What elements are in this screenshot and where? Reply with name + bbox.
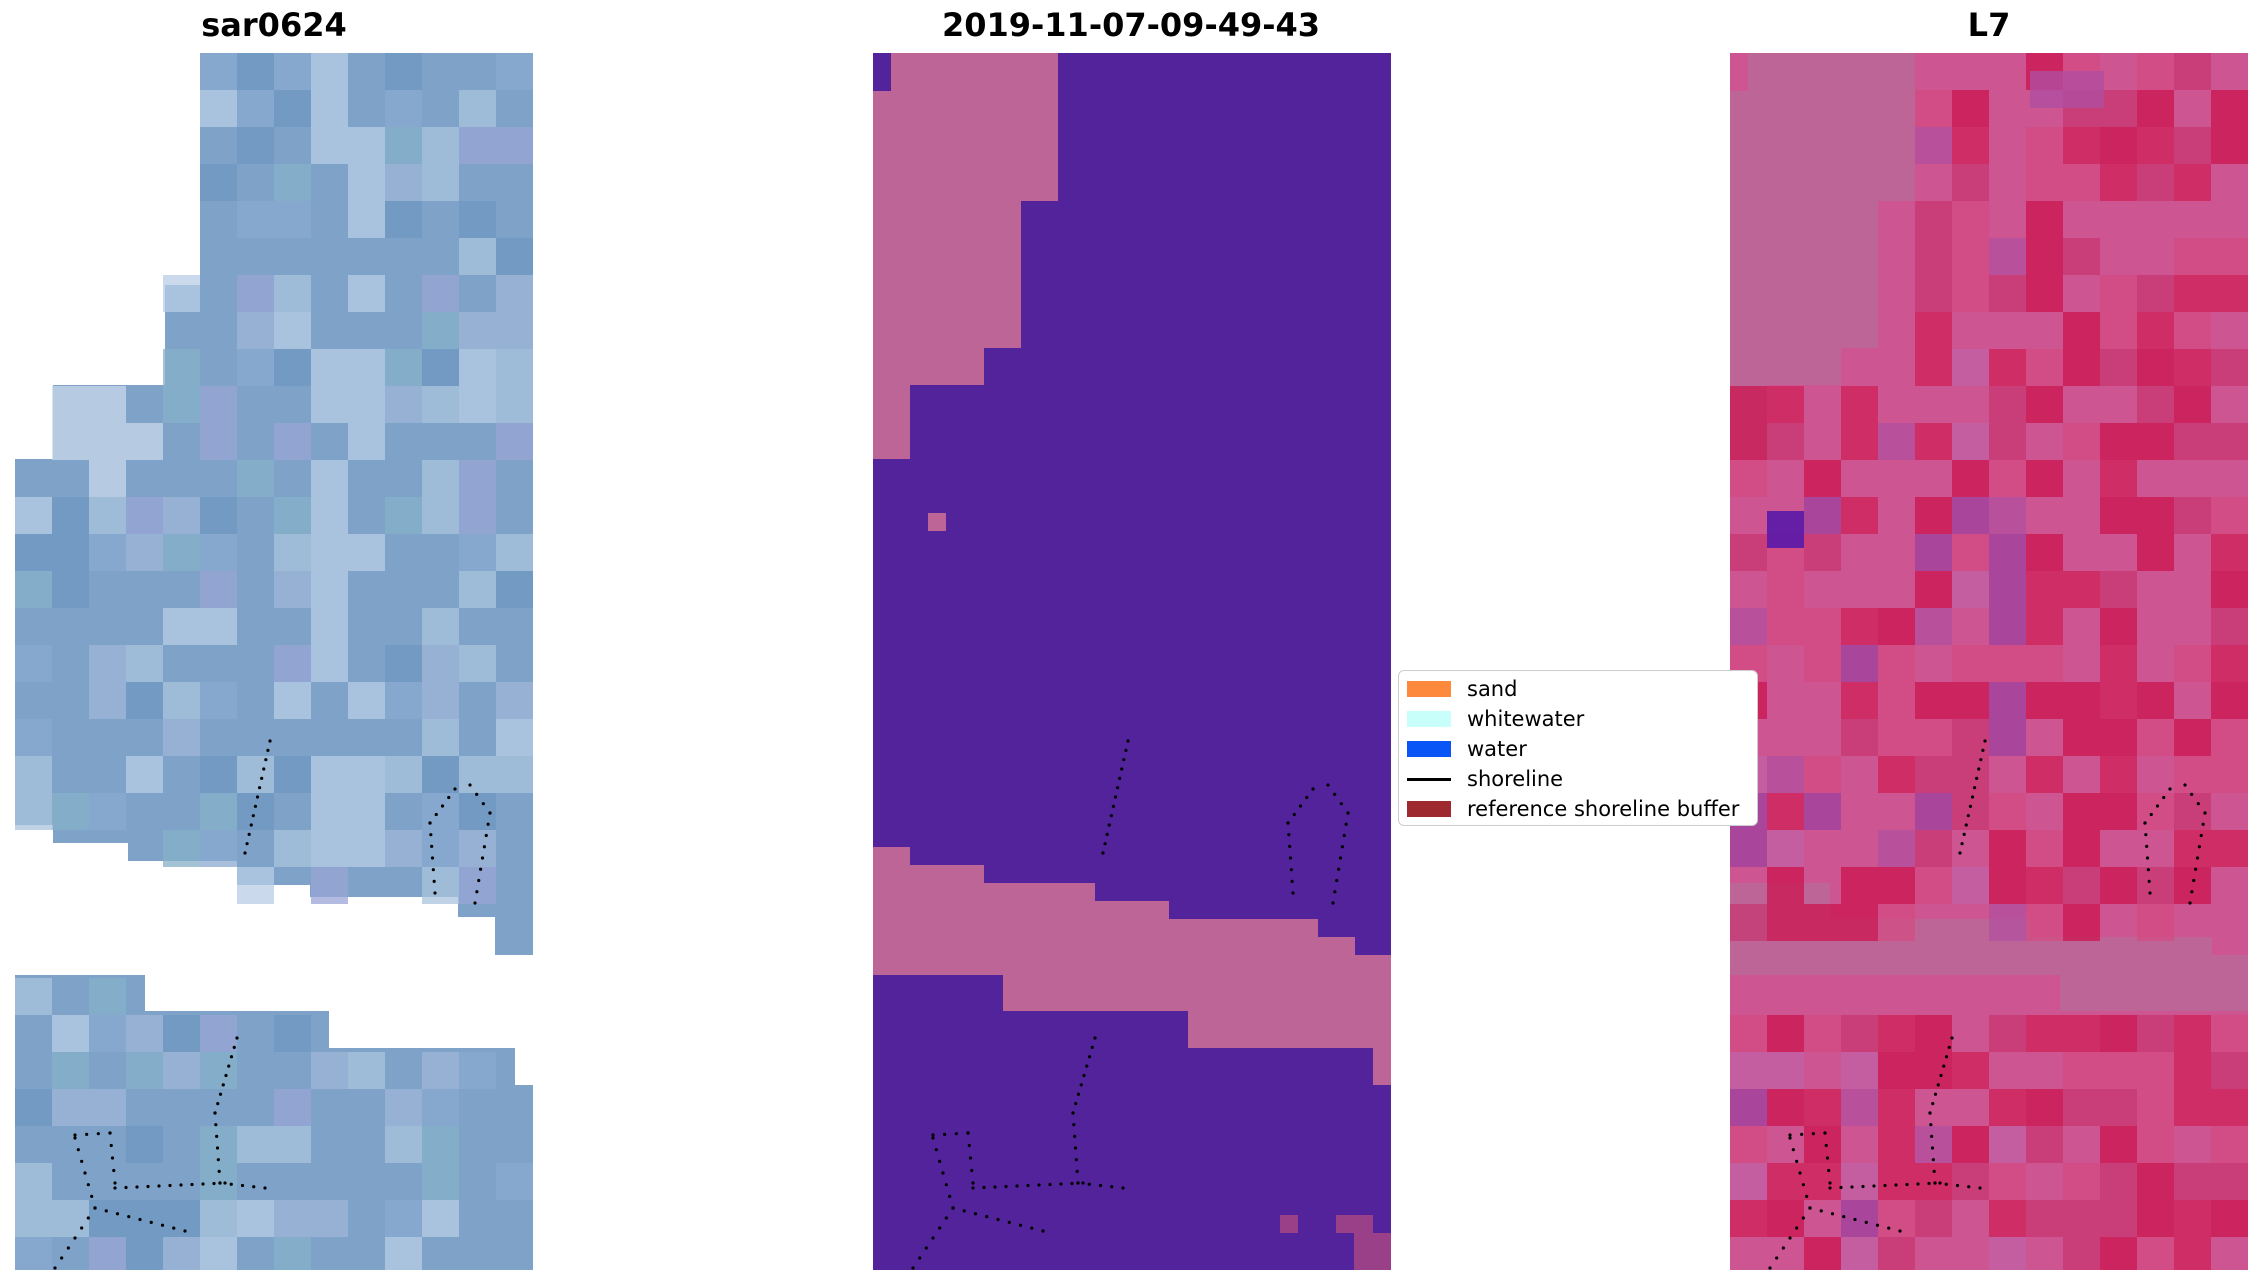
panel-title-l7: L7 [1967,6,2011,44]
whitewater-swatch [1407,711,1451,727]
legend-label-shoreline: shoreline [1467,767,1564,791]
sar-image-texture [15,53,533,1270]
class-misc-pixels [1280,1215,1391,1270]
legend-label-sand: sand [1467,677,1518,701]
legend-label-whitewater: whitewater [1467,707,1585,731]
sar-image-panel [15,53,533,1270]
water-swatch [1407,741,1451,757]
sar-shoreline-dots [53,739,492,1270]
legend-item-water: water [1407,737,1527,761]
classification-panel [873,53,1391,1270]
reference-buffer-swatch [1407,801,1451,817]
legend-item-sand: sand [1407,677,1517,701]
class-land-areas [873,53,1391,1085]
legend-item-shoreline: shoreline [1407,767,1563,791]
l7-image-panel [1730,53,2248,1270]
l7-texture [1730,53,2248,1270]
legend: sand whitewater water shoreline referenc… [1398,670,1758,826]
legend-item-reference-buffer: reference shoreline buffer [1407,797,1739,821]
shoreline-line-swatch [1407,777,1451,781]
class-shoreline-dots [911,739,1350,1270]
panel-title-sar0624: sar0624 [201,6,347,44]
l7-shoreline-dots [1768,739,2207,1270]
panel-title-classification: 2019-11-07-09-49-43 [941,6,1321,44]
legend-label-reference-buffer: reference shoreline buffer [1467,797,1740,821]
l7-land-top [1730,53,2248,1011]
legend-item-whitewater: whitewater [1407,707,1584,731]
sand-swatch [1407,681,1451,697]
legend-label-water: water [1467,737,1527,761]
